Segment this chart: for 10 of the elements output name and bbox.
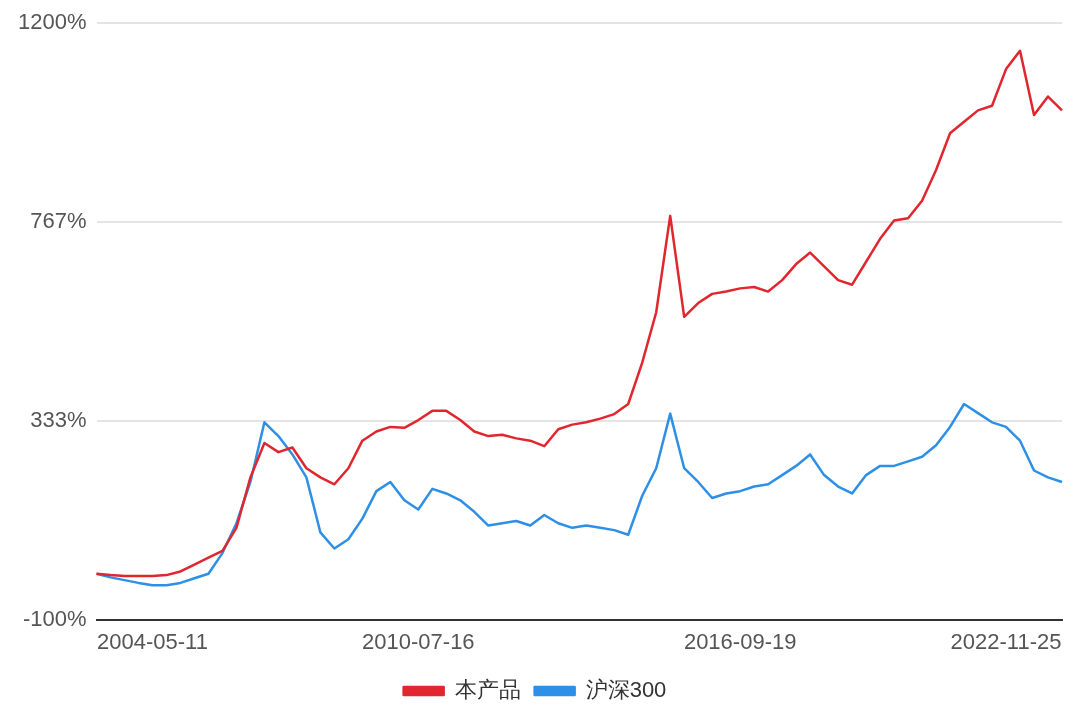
x-tick-label: 2010-07-16 — [362, 628, 475, 654]
y-tick-label: 1200% — [17, 9, 87, 35]
y-tick-label: -100% — [22, 605, 87, 631]
x-tick-label: 2004-05-11 — [97, 628, 208, 654]
legend-label: 沪深300 — [585, 677, 667, 703]
x-tick-label: 2022-11-25 — [950, 628, 1062, 654]
y-tick-label: 333% — [30, 407, 87, 433]
x-tick-label: 2016-09-19 — [683, 628, 797, 654]
y-tick-label: 767% — [30, 207, 87, 233]
legend-label: 本产品 — [454, 677, 521, 703]
